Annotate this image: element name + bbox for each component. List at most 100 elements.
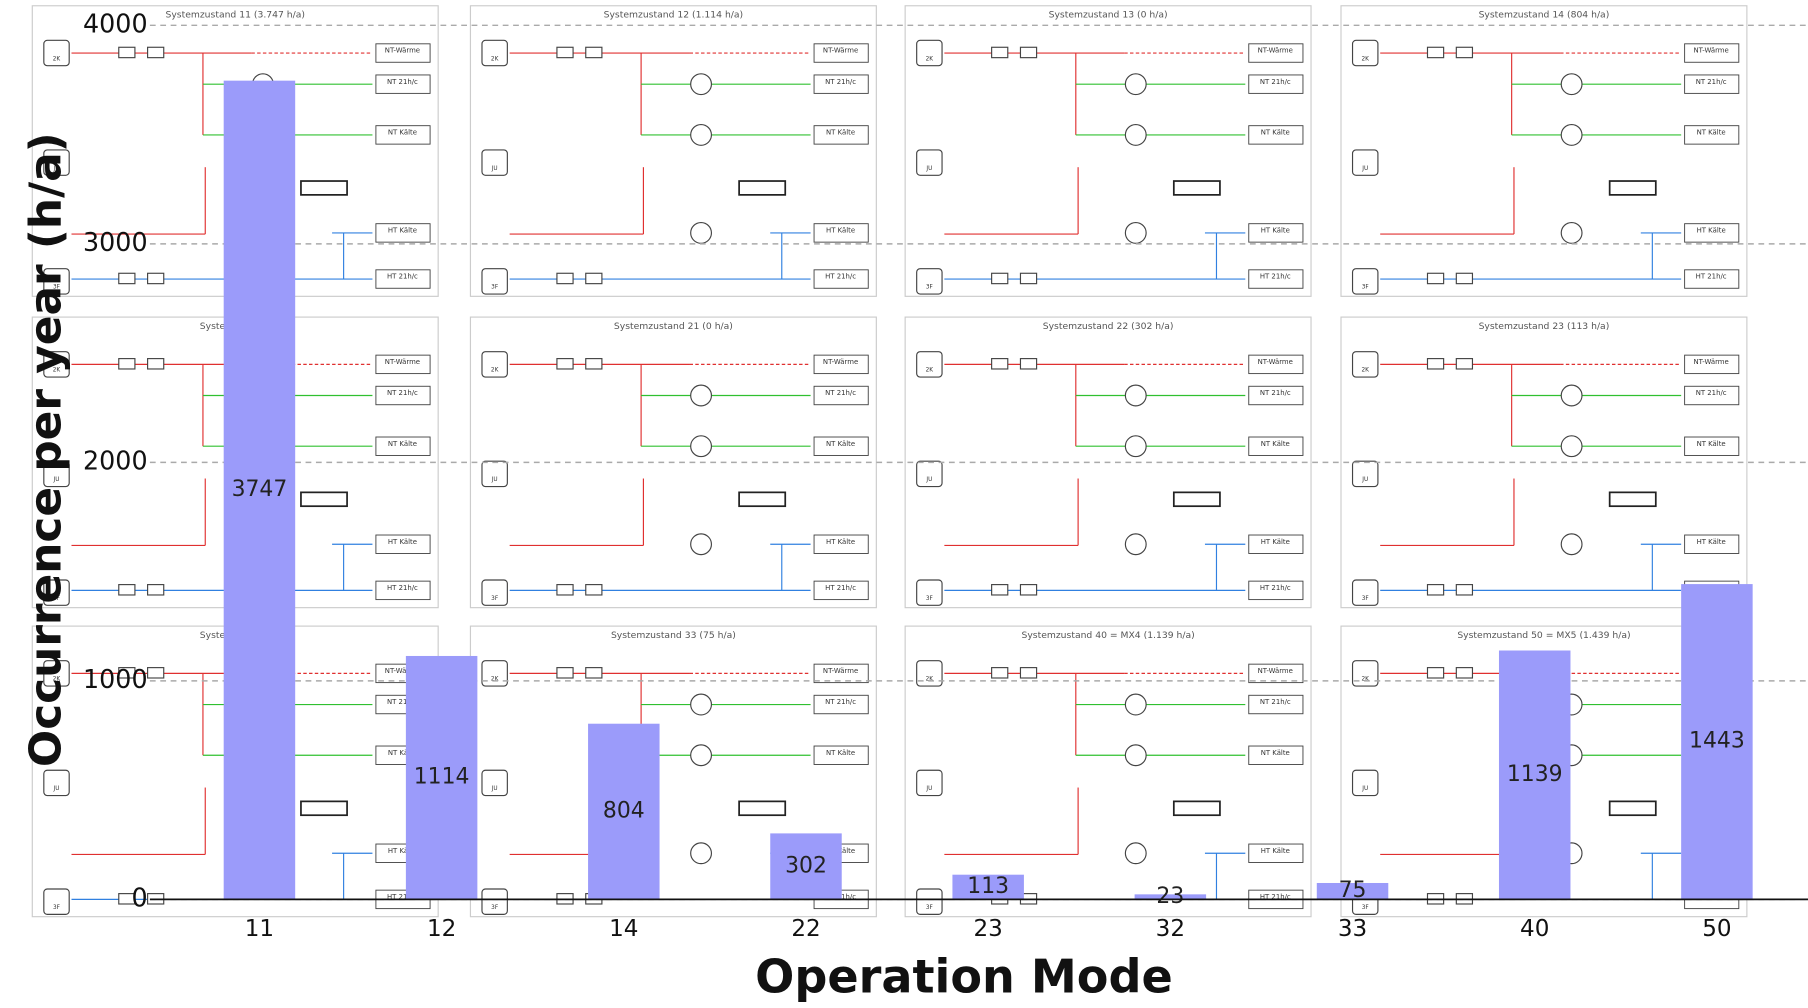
source-label: JU [1361,477,1368,483]
component [1427,359,1443,369]
consumer-label: NT 21h/c [387,389,418,397]
bar-value-label: 23 [1156,884,1184,909]
pump [1561,534,1582,555]
consumer-label: HT Kälte [826,227,855,235]
component [586,359,602,369]
component [1427,47,1443,57]
storage [301,801,347,815]
component [557,47,573,57]
pump [1125,125,1146,146]
source-label: 3F [926,285,933,291]
storage [1610,801,1656,815]
bar-value-label: 302 [785,853,827,878]
consumer-label: NT-Wärme [385,47,420,55]
storage [301,181,347,195]
panel-title: Systemzustand 21 (0 h/a) [614,321,733,332]
pump [691,843,712,864]
source-label: 3F [491,285,498,291]
consumer-label: HT Kälte [388,538,417,546]
consumer-label: NT Kälte [1261,749,1290,757]
x-tick-label: 32 [1156,916,1185,942]
source-label: 3F [1362,285,1369,291]
panel-title: Systemzustand 33 (75 h/a) [611,630,736,641]
consumer-label: HT 21h/c [825,584,856,592]
component [557,668,573,678]
pump [691,534,712,555]
component [586,668,602,678]
component [557,273,573,283]
consumer-label: HT Kälte [1697,227,1726,235]
source-label: JU [491,166,498,172]
panel: Systemzustand 14 (804 h/a)2KJU3FNT-Wärme… [1341,6,1747,297]
component [1427,585,1443,595]
consumer-label: NT-Wärme [823,47,858,55]
component [992,359,1008,369]
panel-title: Systemzustand 23 (113 h/a) [1479,321,1610,332]
panel: Systemzustand 12 (1.114 h/a)2KJU3FNT-Wär… [470,6,876,297]
storage [1610,181,1656,195]
storage [739,492,785,506]
consumer-label: NT Kälte [1261,129,1290,137]
component [992,47,1008,57]
pump [1125,385,1146,406]
source-label: JU [1361,786,1368,792]
x-tick-label: 40 [1520,916,1549,942]
consumer-label: NT-Wärme [1258,47,1293,55]
source-label: JU [53,786,60,792]
source-label: 2K [926,56,934,62]
x-tick-label: 14 [609,916,638,942]
component [119,359,135,369]
page: Systemzustand 11 (3.747 h/a)2KJU3FNT-Wär… [0,0,1808,1008]
pump [691,745,712,766]
component [1456,359,1472,369]
panel-title: Systemzustand 50 = MX5 (1.439 h/a) [1457,630,1630,641]
component [1456,273,1472,283]
component [557,359,573,369]
consumer-label: HT 21h/c [1260,273,1291,281]
component [119,47,135,57]
consumer-label: NT-Wärme [385,358,420,366]
component [148,273,164,283]
consumer-label: HT Kälte [826,538,855,546]
source-label: JU [925,786,932,792]
source-label: 3F [53,905,60,911]
consumer-label: NT Kälte [388,440,417,448]
source-label: JU [1361,166,1368,172]
source-label: 2K [1362,368,1370,374]
consumer-label: NT Kälte [826,440,855,448]
x-tick-label: 50 [1702,916,1731,942]
panel-title: Systemzustand 13 (0 h/a) [1049,9,1168,20]
source-label: JU [491,786,498,792]
pump [1125,534,1146,555]
source-label: 2K [926,677,934,683]
source-label: 3F [491,596,498,602]
pump [1561,74,1582,95]
source-label: JU [925,477,932,483]
source-label: 3F [926,905,933,911]
consumer-label: NT Kälte [388,129,417,137]
consumer-label: HT 21h/c [387,584,418,592]
pump [691,436,712,457]
component [557,585,573,595]
pump [1561,436,1582,457]
consumer-label: NT-Wärme [1258,667,1293,675]
component [586,585,602,595]
component [1020,273,1036,283]
storage [1174,181,1220,195]
consumer-label: NT Kälte [826,129,855,137]
consumer-label: NT Kälte [1697,129,1726,137]
panel-title: Systemzustand 22 (302 h/a) [1043,321,1174,332]
consumer-label: NT-Wärme [1258,358,1293,366]
pump [1561,125,1582,146]
bar-value-label: 3747 [232,477,288,502]
consumer-label: NT-Wärme [1693,47,1728,55]
component [992,273,1008,283]
source-label: 2K [1362,677,1370,683]
pump [691,385,712,406]
y-tick-label: 4000 [83,8,148,38]
bar-value-label: 804 [603,799,645,824]
component [1456,668,1472,678]
y-tick-label: 2000 [83,445,148,475]
pump [1125,436,1146,457]
source-label: JU [925,166,932,172]
